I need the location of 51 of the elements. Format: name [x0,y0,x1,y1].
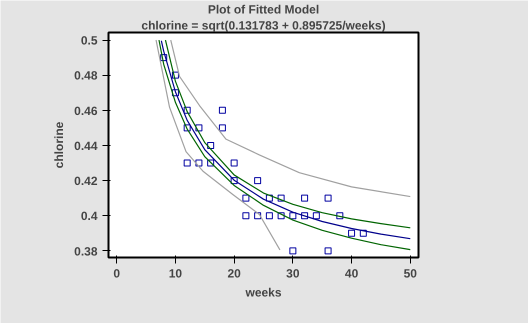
y-tick-label: 0.5 [80,34,98,48]
point [160,54,168,62]
point [230,160,238,167]
x-tick-label: 20 [227,266,242,280]
line-series [155,39,281,251]
point [254,212,262,220]
point [278,212,285,220]
y-tick-label: 0.44 [74,138,98,153]
chart-subtitle: chlorine = sqrt(0.131783 + 0.895725/weeks) [141,18,386,32]
y-tick-label: 0.38 [74,244,98,258]
x-tick-label: 50 [404,266,418,280]
point [207,142,214,149]
x-tick-label: 30 [286,266,300,280]
point [289,247,296,254]
x-axis-title: weeks [244,286,282,300]
point [301,194,308,202]
point [301,212,308,220]
point [278,194,285,202]
point [218,106,226,114]
point [172,89,179,96]
chart-title: Plot of Fitted Model [208,2,320,16]
y-tick-label: 0.42 [74,174,98,188]
point [195,124,202,132]
point [230,177,238,184]
point [242,194,250,202]
point [360,230,367,237]
point [348,230,356,237]
line-series [170,39,411,198]
point [184,106,191,114]
point [324,194,332,202]
y-axis-title: chlorine [52,121,66,168]
point [184,160,191,167]
y-tick-label: 0.4 [80,209,98,224]
x-tick-label: 40 [344,266,359,280]
point [336,212,344,220]
point [172,72,179,79]
point [266,212,273,220]
point [218,124,226,132]
point [195,160,202,167]
point [266,194,273,202]
y-tick-label: 0.48 [74,68,98,83]
x-tick-label: 0 [113,266,120,280]
point [207,160,214,167]
point [324,247,332,254]
point [242,212,250,220]
point [184,124,191,132]
y-tick-label: 0.46 [74,104,98,118]
point [254,177,262,184]
x-tick-label: 10 [168,266,182,280]
point [289,212,296,220]
point [312,212,320,220]
